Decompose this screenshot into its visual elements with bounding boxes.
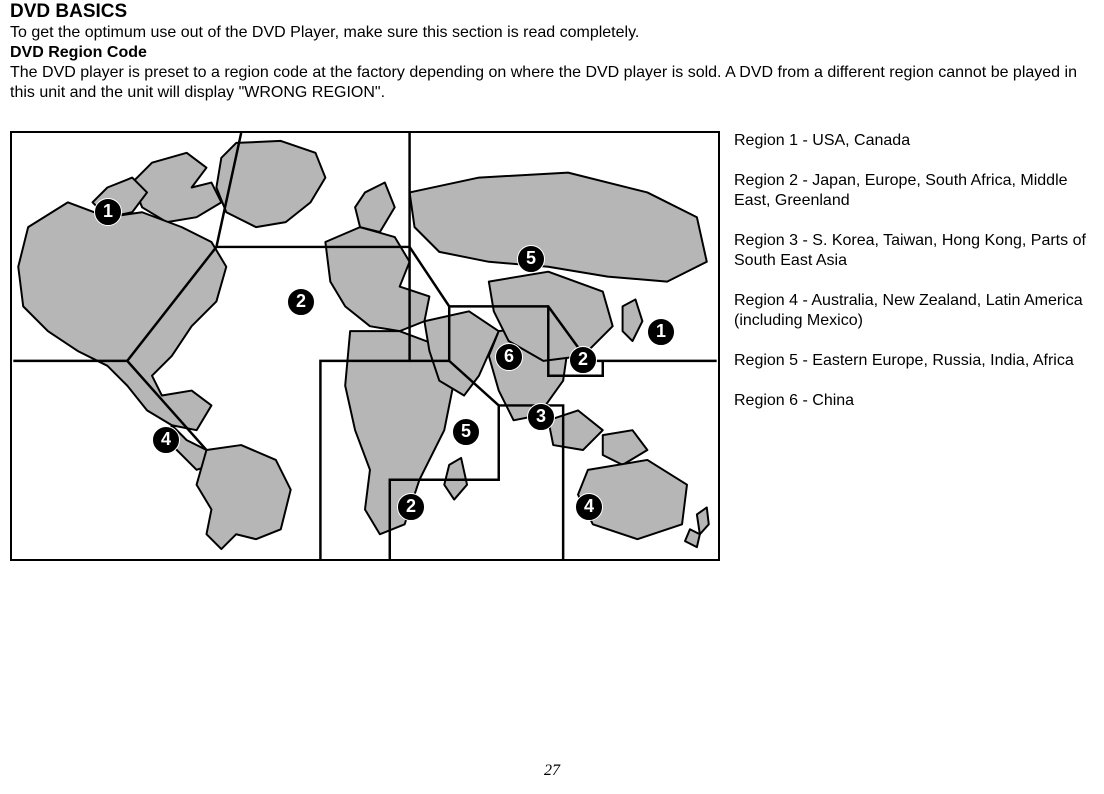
region-badge-2: 2 bbox=[287, 288, 315, 316]
region-2: Region 2 - Japan, Europe, South Africa, … bbox=[734, 171, 1094, 211]
region-badge-1: 1 bbox=[94, 198, 122, 226]
region-badge-6: 6 bbox=[495, 343, 523, 371]
world-map-svg bbox=[12, 133, 718, 559]
region-5: Region 5 - Eastern Europe, Russia, India… bbox=[734, 351, 1094, 371]
region-4: Region 4 - Australia, New Zealand, Latin… bbox=[734, 291, 1094, 331]
page-number: 27 bbox=[0, 762, 1104, 780]
region-3: Region 3 - S. Korea, Taiwan, Hong Kong, … bbox=[734, 231, 1094, 271]
intro-text: To get the optimum use out of the DVD Pl… bbox=[10, 23, 1094, 43]
page-title: DVD BASICS bbox=[10, 2, 1094, 23]
region-map: 1 2 5 1 6 2 3 5 4 2 4 bbox=[10, 131, 720, 561]
region-badge-4: 4 bbox=[575, 493, 603, 521]
region-legend: Region 1 - USA, Canada Region 2 - Japan,… bbox=[734, 131, 1094, 561]
region-badge-1: 1 bbox=[647, 318, 675, 346]
region-badge-2: 2 bbox=[569, 346, 597, 374]
content-row: 1 2 5 1 6 2 3 5 4 2 4 Region 1 - USA, Canada Regio… bbox=[10, 131, 1094, 561]
region-badge-5: 5 bbox=[517, 245, 545, 273]
region-code-paragraph: The DVD player is preset to a region cod… bbox=[10, 63, 1090, 103]
region-6: Region 6 - China bbox=[734, 391, 1094, 411]
region-badge-3: 3 bbox=[527, 403, 555, 431]
region-badge-4: 4 bbox=[152, 426, 180, 454]
subtitle: DVD Region Code bbox=[10, 43, 1094, 63]
region-badge-2: 2 bbox=[397, 493, 425, 521]
region-badge-5: 5 bbox=[452, 418, 480, 446]
region-1: Region 1 - USA, Canada bbox=[734, 131, 1094, 151]
